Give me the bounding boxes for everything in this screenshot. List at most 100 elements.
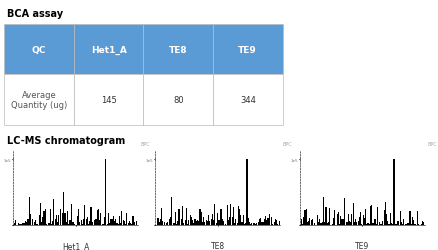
Bar xyxy=(275,219,276,225)
Bar xyxy=(327,224,328,225)
Bar xyxy=(113,216,114,225)
Text: BPC: BPC xyxy=(283,141,293,146)
Bar xyxy=(197,220,198,225)
Bar xyxy=(222,219,223,225)
Text: Het1_A: Het1_A xyxy=(62,242,89,250)
Bar xyxy=(214,204,215,225)
Bar xyxy=(402,224,403,225)
Bar xyxy=(355,220,356,225)
Bar xyxy=(157,218,159,225)
Bar xyxy=(199,210,201,225)
Bar xyxy=(62,213,63,225)
Bar xyxy=(178,210,180,225)
Bar xyxy=(250,224,251,225)
Bar xyxy=(396,224,397,225)
Text: TE8: TE8 xyxy=(169,46,187,54)
Bar xyxy=(173,223,175,225)
Bar xyxy=(118,224,119,225)
Bar xyxy=(346,222,347,225)
Bar xyxy=(19,224,20,225)
Bar xyxy=(72,222,73,225)
Bar xyxy=(181,219,182,225)
Bar xyxy=(163,222,165,225)
Bar xyxy=(170,217,171,225)
Bar xyxy=(193,223,194,225)
Bar xyxy=(209,221,210,225)
Bar xyxy=(85,219,87,225)
Bar xyxy=(380,224,381,225)
Bar xyxy=(20,224,21,225)
Bar xyxy=(136,221,137,225)
Bar xyxy=(41,222,42,225)
Bar xyxy=(405,224,406,225)
Bar xyxy=(241,222,243,225)
Bar xyxy=(256,223,258,225)
Bar xyxy=(264,219,265,225)
Bar xyxy=(84,206,85,225)
Bar xyxy=(18,224,19,225)
Bar xyxy=(338,212,339,225)
Bar xyxy=(354,222,355,225)
Bar xyxy=(129,222,130,225)
Bar xyxy=(112,219,113,225)
Bar xyxy=(64,213,66,225)
Bar xyxy=(130,223,131,225)
Bar xyxy=(266,220,267,225)
Bar xyxy=(420,224,422,225)
Bar xyxy=(366,224,367,225)
Bar xyxy=(196,221,197,225)
Bar xyxy=(370,206,371,225)
Bar xyxy=(132,216,134,225)
Bar xyxy=(121,212,123,225)
Bar xyxy=(403,219,404,225)
Bar xyxy=(188,220,189,225)
Bar xyxy=(318,222,319,225)
FancyBboxPatch shape xyxy=(74,75,143,125)
Bar xyxy=(134,222,135,225)
Bar xyxy=(302,224,303,225)
FancyBboxPatch shape xyxy=(213,75,283,125)
Bar xyxy=(169,220,170,225)
Bar xyxy=(34,222,35,225)
Bar xyxy=(408,223,410,225)
Bar xyxy=(240,215,241,225)
Bar xyxy=(120,223,121,225)
Bar xyxy=(243,216,244,225)
Bar xyxy=(191,217,192,225)
Bar xyxy=(312,219,313,225)
Bar xyxy=(68,224,69,225)
Bar xyxy=(160,220,161,225)
Bar xyxy=(271,217,272,225)
Bar xyxy=(74,224,75,225)
Bar xyxy=(344,198,345,225)
Bar xyxy=(332,224,333,225)
Bar xyxy=(99,220,100,225)
Bar xyxy=(91,207,92,225)
Bar xyxy=(70,220,71,225)
Bar xyxy=(115,219,116,225)
Text: BPC: BPC xyxy=(427,141,437,146)
Bar xyxy=(411,224,412,225)
Text: QC: QC xyxy=(32,46,46,54)
Bar xyxy=(176,224,177,225)
FancyBboxPatch shape xyxy=(143,25,213,75)
Bar xyxy=(276,220,277,225)
Bar xyxy=(423,222,424,225)
Bar xyxy=(26,222,27,225)
Bar xyxy=(329,208,330,225)
Bar xyxy=(103,224,104,225)
Bar xyxy=(274,222,275,225)
Bar xyxy=(323,198,324,225)
Bar xyxy=(58,215,60,225)
Bar xyxy=(198,221,199,225)
Bar xyxy=(253,223,254,225)
Text: TE8: TE8 xyxy=(211,242,225,250)
Bar xyxy=(359,217,360,225)
Bar xyxy=(391,223,392,225)
FancyBboxPatch shape xyxy=(74,25,143,75)
Bar xyxy=(364,218,365,225)
Bar xyxy=(123,220,124,225)
Bar xyxy=(49,209,51,225)
Bar xyxy=(110,219,111,225)
Bar xyxy=(401,222,402,225)
